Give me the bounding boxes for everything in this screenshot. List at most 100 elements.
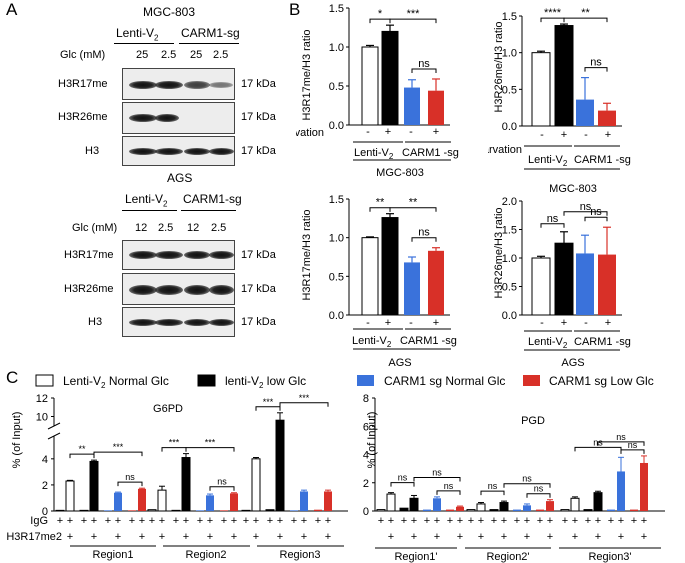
y-tick-label: 0.5 <box>502 282 517 294</box>
bar <box>314 509 322 511</box>
significance-label: *** <box>299 393 310 403</box>
legend-label: Lenti-V2 Normal Glc <box>63 374 169 390</box>
significance-label: ns <box>418 227 430 239</box>
legend-label: lenti-V2 low Glc <box>225 374 306 390</box>
y-tick-label: 4 <box>363 450 369 462</box>
cell-line-mgc803: MGC-803 <box>143 5 196 19</box>
significance-bracket <box>480 490 505 496</box>
y-tick-label: 0 <box>42 506 48 518</box>
significance-label: *** <box>263 397 274 407</box>
y-tick-label: 0.0 <box>329 120 344 132</box>
bar <box>381 217 399 316</box>
significance-label: ns <box>125 472 135 482</box>
group-carm1-label: CARM1 -sg <box>574 336 631 348</box>
significance-label: **** <box>544 7 562 19</box>
igg-sign: + <box>105 515 111 527</box>
igg-sign: + <box>491 515 497 527</box>
significance-label: *** <box>205 438 216 448</box>
bar <box>617 471 625 511</box>
bar <box>456 506 464 511</box>
significance-label: ns <box>432 467 442 477</box>
y-tick-label: 1.5 <box>502 11 517 23</box>
bar <box>466 509 476 512</box>
ab-sign: + <box>139 531 145 543</box>
significance-label: ** <box>409 197 418 209</box>
group-lenti-label: Lenti-V2 <box>125 192 168 209</box>
y-tick-label: 6 <box>363 421 369 433</box>
svg-text:-: - <box>540 317 544 329</box>
y-tick-label: 0.0 <box>502 310 517 322</box>
svg-text:+: + <box>385 317 391 329</box>
ab-sign: + <box>91 531 97 543</box>
group-carm1-label: CARM1-sg <box>183 192 242 206</box>
bar <box>265 509 275 512</box>
significance-bracket <box>620 449 645 454</box>
igg-sign: + <box>457 515 463 527</box>
significance-label: *** <box>113 442 124 452</box>
ab-sign: + <box>253 531 259 543</box>
legend: Lenti-V2 Normal Glc lenti-V2 low Glc CAR… <box>35 374 654 390</box>
row-label-h3r17me2: H3R17me2 <box>6 531 62 543</box>
chart-b3-ags-h3r17me: H3R17me/H3 ratio 0.00.51.01.5 ** **ns - + … <box>301 194 457 369</box>
cell-line-label: MGC-803 <box>549 183 597 195</box>
glc-value: 12 <box>135 222 148 234</box>
bar <box>300 491 308 511</box>
western-blot-h3r17me-mgc <box>122 68 235 100</box>
significance-label: ns <box>534 484 544 494</box>
ab-sign: + <box>159 531 165 543</box>
ab-sign: + <box>388 531 394 543</box>
row-label-igg: IgG <box>30 515 48 527</box>
ab-sign: + <box>325 531 331 543</box>
y-tick-label: 2.0 <box>502 196 517 208</box>
bar <box>423 509 431 511</box>
ab-sign: + <box>641 531 647 543</box>
bar <box>554 25 574 127</box>
region-label: Region3' <box>588 551 631 563</box>
blot-label: H3 <box>85 145 100 157</box>
glc-label: Glc (mM) <box>60 49 106 61</box>
svg-text:+: + <box>385 126 391 138</box>
western-blot-h3r26me-mgc <box>122 102 235 134</box>
igg-sign: + <box>537 515 543 527</box>
region-label: Region1' <box>394 551 437 563</box>
igg-sign: + <box>325 515 331 527</box>
bar <box>404 262 420 315</box>
bar <box>554 242 574 316</box>
bar <box>181 457 191 512</box>
igg-sign: + <box>478 515 484 527</box>
kda-label: 17 kDa <box>241 111 276 123</box>
blot-label: H3R17me <box>64 249 114 261</box>
group-carm1-label: CARM1 -sg <box>402 147 459 159</box>
y-tick-label: 1.0 <box>502 48 517 60</box>
chart-title: PGD <box>521 415 545 427</box>
igg-sign: + <box>115 515 121 527</box>
bar <box>476 503 486 512</box>
ab-sign: + <box>524 531 530 543</box>
bar <box>79 509 89 512</box>
bar <box>409 497 419 512</box>
bar <box>523 505 531 511</box>
y-axis-label: % (of Input) <box>11 412 23 469</box>
bar <box>489 509 499 512</box>
igg-sign: + <box>411 515 417 527</box>
y-tick-label: 1.5 <box>329 3 344 15</box>
ab-sign: + <box>207 531 213 543</box>
group-carm1-label: CARM1-sg <box>181 26 240 40</box>
axis-break-mark <box>47 432 61 440</box>
significance-bracket <box>584 216 608 222</box>
svg-text:+: + <box>605 317 611 329</box>
bar <box>386 493 396 512</box>
bar <box>630 509 638 511</box>
ab-sign: + <box>115 531 121 543</box>
bar <box>220 510 228 511</box>
significance-bracket <box>69 453 95 459</box>
significance-label: ns <box>418 58 430 70</box>
igg-sign: + <box>197 515 203 527</box>
significance-bracket <box>93 451 143 457</box>
bar <box>290 510 298 511</box>
igg-sign: + <box>585 515 591 527</box>
bar <box>531 52 551 127</box>
bar <box>583 509 593 512</box>
bar <box>576 99 594 126</box>
bar <box>104 510 112 511</box>
